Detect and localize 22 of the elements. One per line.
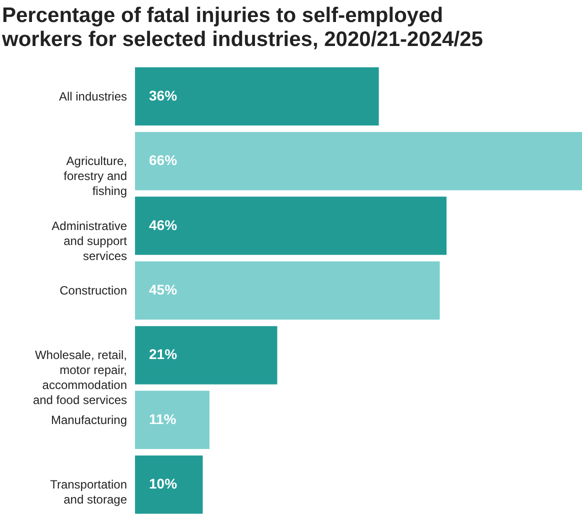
y-tick-label: Wholesale, retail, motor repair, accommodation and food services (32, 348, 127, 408)
bar (135, 456, 203, 514)
bar (135, 390, 210, 450)
bar (135, 326, 278, 384)
bar (135, 196, 447, 255)
y-tick-label: Construction (60, 284, 127, 298)
data-label: 10% (149, 476, 178, 492)
data-label: 36% (149, 87, 178, 104)
bar (135, 132, 582, 190)
data-label: 21% (149, 346, 178, 362)
data-label: 11% (149, 410, 177, 427)
bar (135, 261, 440, 320)
y-tick-label: Transportation and storage (50, 478, 128, 507)
y-tick-label: Agriculture, forestry and fishing (64, 154, 127, 198)
y-tick-label: Administrative and support services (52, 218, 128, 263)
y-tick-label: All industries (58, 89, 127, 104)
chart-title: Percentage of fatal injuries to self-employed workers for selected industries, 2020/21-2024/25 (1, 3, 484, 53)
data-label: 46% (149, 216, 178, 233)
data-label: 66% (149, 152, 178, 168)
data-label: 45% (149, 282, 178, 298)
y-tick-label: Manufacturing (50, 412, 127, 427)
bar (135, 67, 379, 126)
